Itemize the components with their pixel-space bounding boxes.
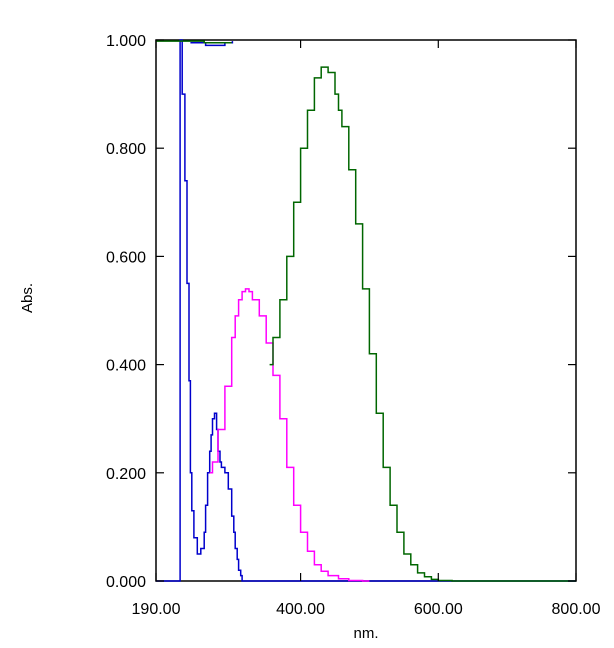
series-line-3 — [209, 288, 370, 582]
series-line-1 — [156, 39, 576, 582]
y-axis-title: Abs. — [19, 283, 36, 313]
y-tick-label: 0.800 — [106, 141, 146, 158]
x-tick-label: 600.00 — [414, 601, 463, 618]
ticks-layer: 0.000 0.200 0.400 0.600 0.800 1.000 190.00 400.… — [106, 33, 601, 618]
series-line-4 — [269, 66, 576, 582]
y-tick-label: 1.000 — [106, 33, 146, 50]
y-tick-label: 0.200 — [106, 466, 146, 483]
y-tick-label: 0.400 — [106, 358, 146, 375]
y-tick-label: 0.000 — [106, 574, 146, 591]
x-tick-label: 400.00 — [276, 601, 325, 618]
x-tick-label: 800.00 — [552, 601, 601, 618]
plot-frame — [155, 39, 577, 582]
x-tick-label: 190.00 — [132, 601, 181, 618]
y-tick-label: 0.600 — [106, 249, 146, 266]
x-axis-title: nm. — [353, 625, 378, 642]
series-layer — [156, 39, 576, 582]
series-line-5 — [156, 40, 232, 44]
